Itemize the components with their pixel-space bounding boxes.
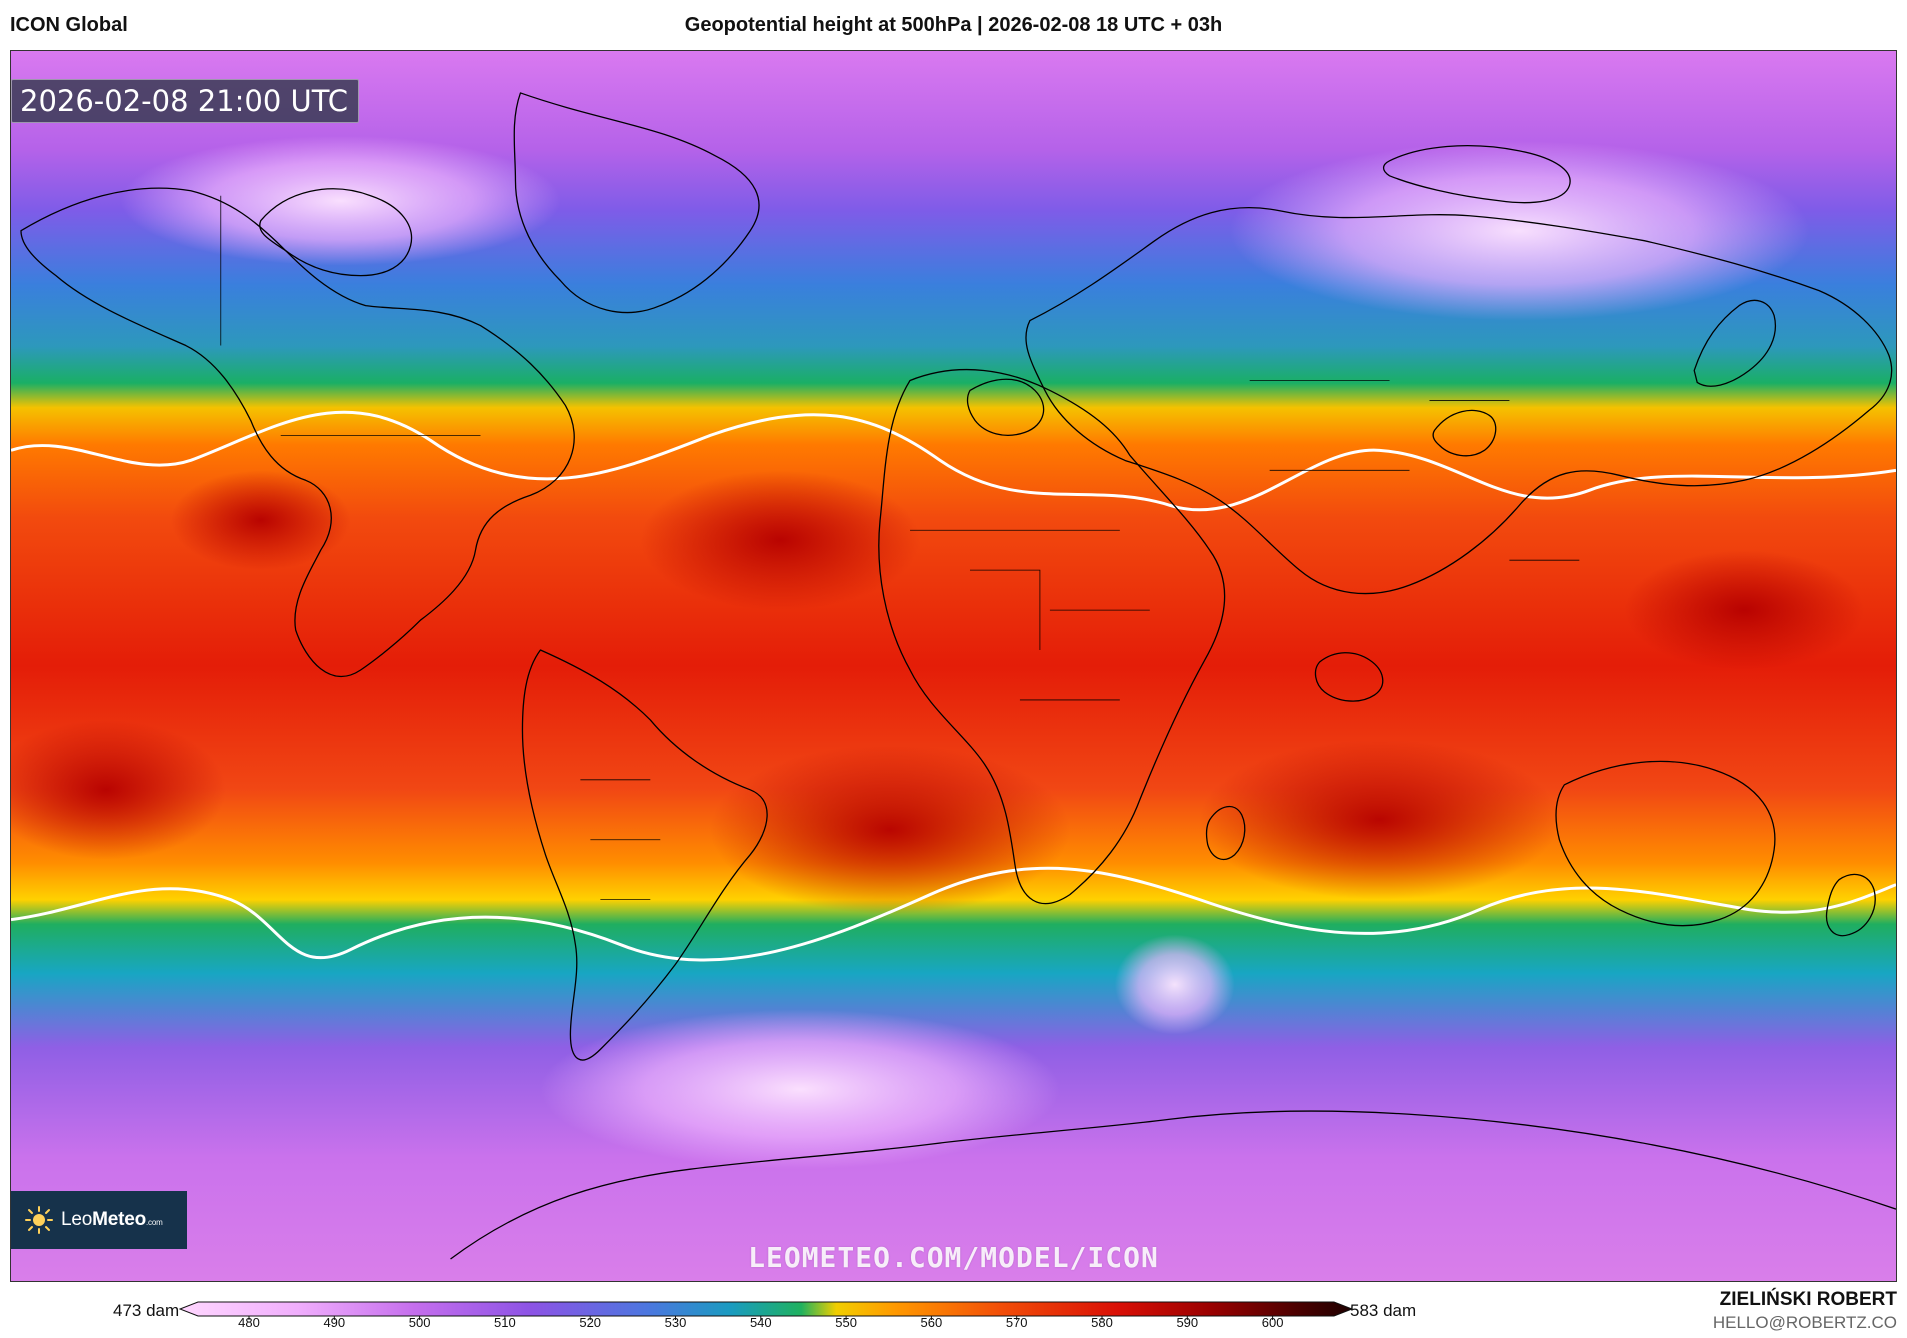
logo-prefix: Leo [61, 1209, 93, 1230]
high-cell [1624, 550, 1865, 670]
sun-icon [25, 1206, 53, 1234]
legend-tick-label: 480 [238, 1315, 260, 1330]
high-cell [1199, 739, 1560, 900]
legend-tick-label: 600 [1262, 1315, 1284, 1330]
high-cell [710, 744, 1070, 915]
high-cell [640, 470, 921, 611]
legend-tick-label: 500 [409, 1315, 431, 1330]
credit-email: HELLO@ROBERTZ.CO [1712, 1313, 1897, 1332]
timestamp-badge: 2026-02-08 21:00 UTC [11, 79, 360, 123]
brand-logo: LeoMeteo.com [11, 1191, 187, 1249]
logo-brand: Meteo [92, 1209, 147, 1230]
map-frame: 2026-02-08 21:00 UTC LeoMeteo.com L [10, 50, 1897, 1282]
legend-tick-label: 550 [835, 1315, 857, 1330]
legend-tick-label: 510 [494, 1315, 516, 1330]
legend-tick-label: 590 [1176, 1315, 1198, 1330]
legend-scale: 480 490 500 510 520 530 540 550 560 570 580 590 600 [178, 1301, 1354, 1330]
northern-contour [11, 410, 1896, 512]
logo-suffix: .com [146, 1218, 163, 1227]
weather-map [11, 51, 1896, 1281]
brand-logo-text: LeoMeteo.com [61, 1209, 163, 1231]
top-left-title: ICON Global [10, 14, 128, 36]
legend-tick-label: 530 [665, 1315, 687, 1330]
high-cell [170, 470, 351, 571]
southern-low-blob [540, 1009, 1060, 1170]
legend-bar: 473 dam 480 490 500 510 520 530 540 550 560 570 58… [0, 1289, 1907, 1338]
legend-min-label: 473 dam [113, 1301, 180, 1320]
country-borders [220, 195, 1580, 901]
high-cell [11, 719, 226, 860]
polar-low-blob [120, 135, 561, 266]
legend-tick-label: 490 [323, 1315, 345, 1330]
legend-tick-label: 580 [1091, 1315, 1113, 1330]
coastlines [20, 92, 1896, 1260]
legend-tick-label: 570 [1006, 1315, 1028, 1330]
southern-low-blob [1114, 934, 1235, 1035]
legend-max-label: 583 dam [1350, 1301, 1417, 1320]
page-title: Geopotential height at 500hPa | 2026-02-… [684, 14, 1223, 36]
southern-contour [11, 866, 1896, 962]
credit-name: ZIELIŃSKI ROBERT [1719, 1289, 1897, 1310]
legend-tick-label: 520 [579, 1315, 601, 1330]
legend-tick-label: 540 [750, 1315, 772, 1330]
legend-tick-label: 560 [921, 1315, 943, 1330]
site-watermark: LEOMETEO.COM/MODEL/ICON [748, 1241, 1159, 1274]
polar-low-blob [1229, 140, 1810, 321]
